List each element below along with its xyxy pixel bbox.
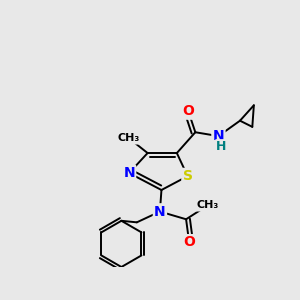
Text: N: N: [154, 205, 166, 219]
Text: N: N: [123, 166, 135, 180]
Text: CH₃: CH₃: [196, 200, 219, 210]
Text: CH₃: CH₃: [118, 134, 140, 143]
Text: N: N: [213, 129, 224, 143]
Text: O: O: [183, 236, 195, 249]
Text: O: O: [182, 104, 194, 118]
Text: S: S: [183, 169, 193, 183]
Text: H: H: [216, 140, 227, 153]
